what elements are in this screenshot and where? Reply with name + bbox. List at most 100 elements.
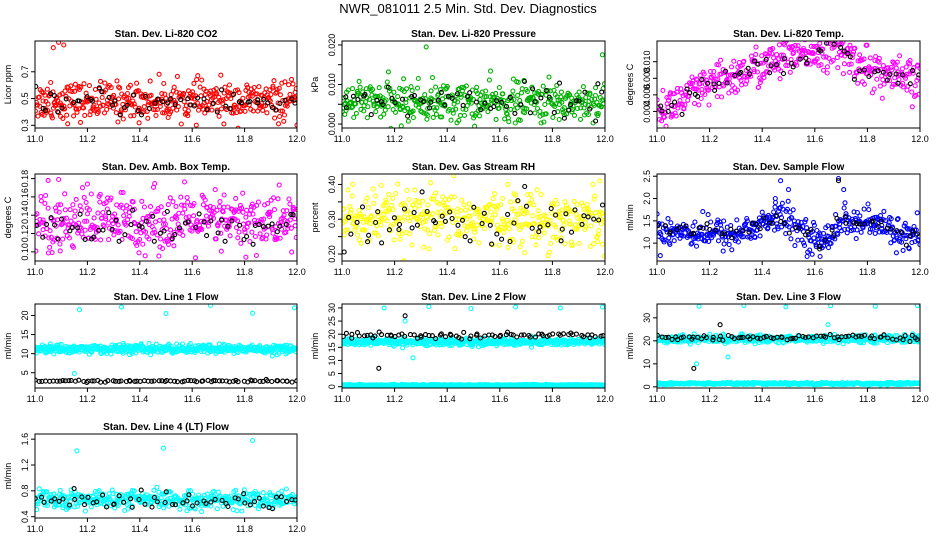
data-point (155, 208, 161, 214)
data-point (124, 90, 131, 97)
data-point (419, 212, 425, 218)
data-point (818, 62, 824, 68)
data-point (60, 220, 66, 226)
data-point (365, 104, 371, 110)
data-point (903, 242, 909, 248)
data-point (773, 213, 779, 219)
data-point (392, 100, 398, 106)
data-point (419, 189, 425, 195)
data-point (98, 379, 104, 385)
data-point (789, 43, 796, 50)
data-point (238, 100, 245, 106)
data-point (512, 192, 519, 198)
data-point (53, 208, 59, 214)
data-point (402, 208, 408, 214)
data-point (62, 207, 68, 213)
data-point (492, 212, 498, 218)
data-point (549, 203, 556, 209)
data-point (171, 378, 178, 384)
data-point (71, 102, 77, 108)
data-point (600, 241, 605, 247)
data-point (770, 220, 776, 226)
data-point (170, 105, 176, 111)
data-point (60, 115, 66, 121)
y-tick-label: 0.006 (642, 84, 652, 107)
data-point (81, 81, 87, 87)
data-point (400, 345, 406, 351)
data-point (108, 85, 114, 91)
data-point (106, 94, 112, 100)
data-point (900, 84, 906, 90)
x-tick-label: 11.8 (544, 267, 561, 277)
data-point (215, 230, 221, 236)
data-point (165, 241, 172, 247)
data-point (801, 242, 808, 249)
data-point (454, 212, 460, 218)
data-point (873, 53, 879, 60)
data-point (687, 90, 693, 96)
data-point (851, 73, 857, 80)
data-point (216, 113, 222, 119)
data-point (892, 237, 898, 243)
data-point (472, 113, 478, 119)
data-point (788, 236, 794, 242)
data-point (244, 233, 250, 240)
data-point (194, 379, 200, 385)
data-point (812, 239, 818, 245)
data-point (44, 86, 50, 92)
data-point (507, 238, 513, 245)
x-tick-label: 11.0 (334, 394, 351, 404)
data-point (378, 182, 384, 189)
data-point (735, 87, 741, 93)
data-point (698, 95, 704, 102)
data-point (227, 233, 233, 239)
x-tick-label: 11.0 (649, 267, 666, 277)
data-point (816, 243, 822, 250)
data-point (757, 60, 764, 66)
data-point (209, 107, 215, 113)
y-tick-label: 0.12 (20, 225, 30, 243)
data-point (61, 215, 67, 222)
data-point (591, 216, 597, 222)
data-point (242, 108, 248, 114)
data-point (233, 195, 239, 201)
data-point (138, 112, 145, 118)
data-point (196, 211, 202, 217)
data-point (412, 205, 418, 212)
y-tick-label: 0.010 (642, 50, 652, 73)
plot-frame (341, 173, 606, 262)
data-point (796, 225, 802, 231)
data-point (143, 218, 149, 224)
data-point (600, 214, 605, 220)
data-point (181, 91, 187, 97)
data-point (705, 87, 712, 93)
data-point (910, 70, 916, 76)
data-point (58, 202, 64, 208)
data-point (35, 113, 41, 119)
data-point (418, 334, 424, 340)
outlier-point (597, 178, 603, 184)
data-point (729, 88, 735, 94)
data-point (249, 378, 255, 384)
data-point (146, 106, 152, 112)
data-point (142, 93, 148, 99)
data-point (804, 225, 810, 231)
y-tick-label: 0.40 (327, 176, 337, 194)
data-point (498, 202, 504, 208)
data-point (872, 230, 878, 236)
data-point (746, 229, 752, 235)
data-point (57, 378, 63, 384)
data-point (701, 71, 707, 77)
data-point (407, 231, 413, 237)
data-point (98, 237, 104, 243)
data-point (375, 209, 381, 215)
data-point (140, 215, 146, 221)
data-point (735, 239, 741, 245)
data-point (99, 89, 105, 95)
data-point (840, 71, 846, 77)
outlier-point (772, 195, 778, 202)
data-point (35, 222, 40, 228)
data-point (462, 207, 469, 213)
data-point (95, 210, 101, 216)
